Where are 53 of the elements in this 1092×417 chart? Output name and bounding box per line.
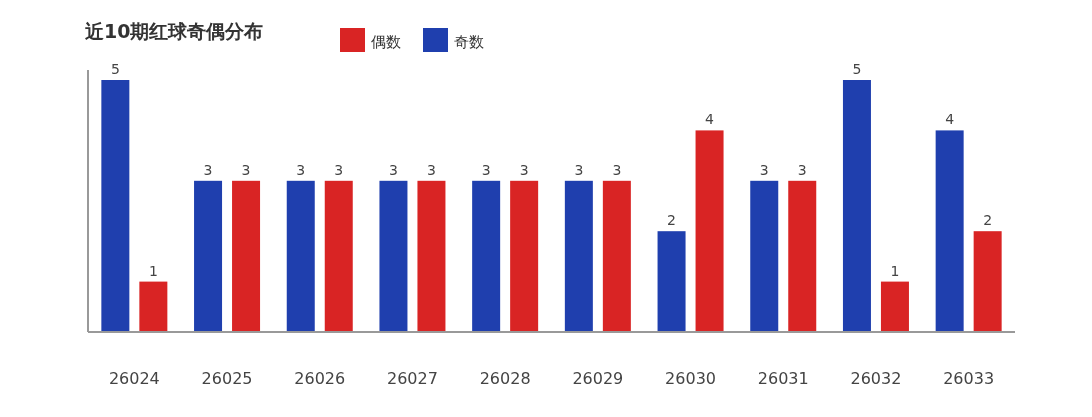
data-label: 3 xyxy=(426,161,436,178)
x-tick-label: 26031 xyxy=(757,369,809,388)
bar xyxy=(232,180,261,332)
x-tick-label: 26028 xyxy=(479,369,531,388)
bar xyxy=(602,180,631,332)
x-tick-label: 26029 xyxy=(572,369,624,388)
x-tick-label: 26032 xyxy=(850,369,902,388)
bar xyxy=(788,180,817,332)
x-tick-label: 26024 xyxy=(108,369,160,388)
bar xyxy=(657,231,686,332)
data-label: 3 xyxy=(203,161,213,178)
bar xyxy=(750,180,779,332)
x-tick-label: 26026 xyxy=(294,369,346,388)
bar xyxy=(417,180,446,332)
data-label: 4 xyxy=(705,111,715,128)
data-label: 3 xyxy=(388,161,398,178)
data-label: 3 xyxy=(797,161,807,178)
bar xyxy=(510,180,539,332)
bar xyxy=(324,180,353,332)
bar xyxy=(880,281,909,332)
data-label: 3 xyxy=(759,161,769,178)
legend-label: 偶数 xyxy=(371,33,401,51)
chart-title: 近10期红球奇偶分布 xyxy=(84,20,264,42)
data-label: 5 xyxy=(852,61,862,77)
x-tick-label: 26025 xyxy=(201,369,253,388)
bar xyxy=(101,80,130,332)
data-label: 3 xyxy=(519,161,529,178)
data-label: 5 xyxy=(110,61,120,77)
bar xyxy=(472,180,501,332)
bar xyxy=(842,80,871,332)
data-label: 3 xyxy=(612,161,622,178)
x-tick-label: 26030 xyxy=(665,369,716,388)
data-label: 1 xyxy=(148,262,158,279)
bar xyxy=(935,130,964,332)
legend-label: 奇数 xyxy=(454,33,484,51)
bar xyxy=(973,231,1002,332)
x-tick-label: 26033 xyxy=(943,369,995,388)
data-label: 3 xyxy=(296,161,306,178)
data-label: 3 xyxy=(241,161,251,178)
data-label: 2 xyxy=(983,212,993,229)
bar xyxy=(564,180,593,332)
bar xyxy=(379,180,408,332)
bar xyxy=(286,180,315,332)
data-label: 3 xyxy=(334,161,344,178)
x-tick-label: 26027 xyxy=(387,369,438,388)
bar xyxy=(695,130,724,332)
bar xyxy=(139,281,168,332)
data-label: 3 xyxy=(574,161,584,178)
data-label: 1 xyxy=(890,262,900,279)
data-label: 4 xyxy=(945,111,955,128)
bar xyxy=(194,180,223,332)
data-label: 3 xyxy=(481,161,491,178)
data-label: 2 xyxy=(667,212,677,229)
